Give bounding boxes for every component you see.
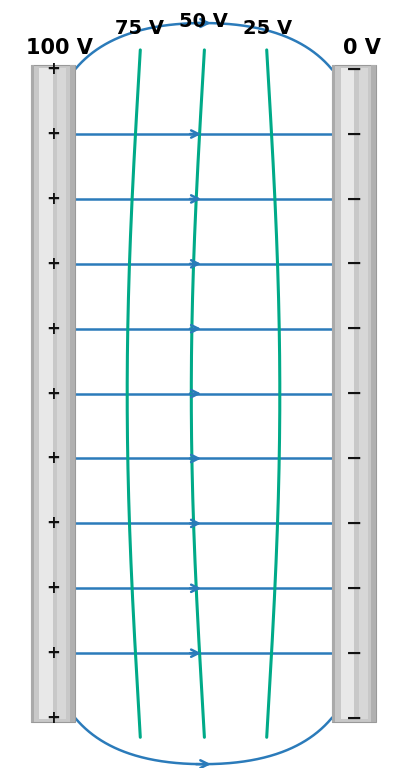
Text: −: − bbox=[346, 449, 362, 468]
Text: +: + bbox=[46, 60, 60, 78]
Text: −: − bbox=[346, 124, 362, 144]
Text: +: + bbox=[46, 190, 60, 208]
Bar bbox=[70, 65, 75, 722]
Text: −: − bbox=[346, 514, 362, 533]
Text: 25 V: 25 V bbox=[243, 19, 292, 38]
Text: −: − bbox=[346, 709, 362, 727]
Text: 100 V: 100 V bbox=[26, 38, 93, 58]
Text: +: + bbox=[46, 515, 60, 532]
Bar bbox=[332, 65, 376, 722]
Text: −: − bbox=[346, 190, 362, 208]
Text: +: + bbox=[46, 644, 60, 662]
Bar bbox=[39, 68, 53, 719]
Text: −: − bbox=[346, 579, 362, 598]
Text: −: − bbox=[346, 60, 362, 78]
Text: −: − bbox=[346, 384, 362, 403]
Text: 75 V: 75 V bbox=[115, 19, 164, 38]
Text: 0 V: 0 V bbox=[343, 38, 381, 58]
Text: +: + bbox=[46, 319, 60, 338]
Bar bbox=[341, 68, 354, 719]
Bar bbox=[31, 65, 75, 722]
Text: +: + bbox=[46, 385, 60, 402]
Bar bbox=[332, 65, 335, 722]
Text: +: + bbox=[46, 709, 60, 727]
Text: −: − bbox=[346, 319, 362, 338]
Bar bbox=[31, 65, 34, 722]
Text: +: + bbox=[46, 125, 60, 143]
Text: −: − bbox=[346, 644, 362, 663]
Bar bbox=[371, 65, 376, 722]
Bar bbox=[57, 68, 66, 719]
Text: +: + bbox=[46, 255, 60, 273]
Text: 50 V: 50 V bbox=[179, 12, 228, 31]
Bar bbox=[359, 68, 368, 719]
Text: +: + bbox=[46, 579, 60, 598]
Text: −: − bbox=[346, 254, 362, 273]
Text: +: + bbox=[46, 449, 60, 468]
